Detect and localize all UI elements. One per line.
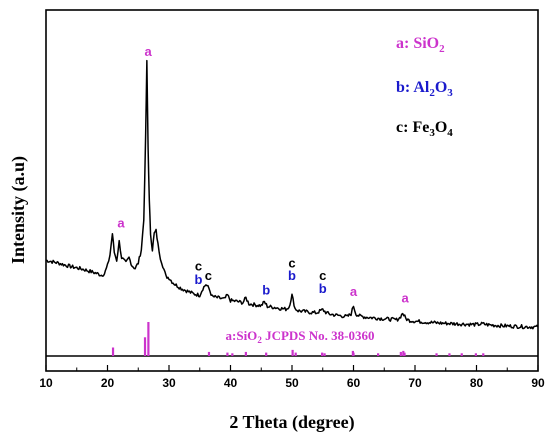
peak-label: c [205, 268, 212, 283]
x-tick-label: 10 [39, 376, 53, 390]
x-tick-label: 30 [162, 376, 176, 390]
x-tick-label: 20 [101, 376, 115, 390]
legend-entry: a: SiO2 [396, 35, 445, 55]
x-tick-label: 80 [470, 376, 484, 390]
peak-label: b [262, 283, 270, 298]
x-tick-label: 50 [285, 376, 299, 390]
x-tick-label: 90 [531, 376, 545, 390]
peak-label: a [117, 216, 125, 231]
peak-label: b [319, 281, 327, 296]
legend-entry: b: Al2O3 [396, 79, 453, 99]
peak-label: c [288, 256, 295, 271]
peak-label: c [319, 268, 326, 283]
peak-label: b [288, 268, 296, 283]
legend: a: SiO2 b: Al2O3 c: Fe3O4 [396, 35, 453, 139]
peak-label: a [350, 284, 358, 299]
peak-label: a [402, 291, 410, 306]
x-ticks: 10 20 30 40 50 60 70 80 90 [39, 365, 545, 390]
x-axis-title: 2 Theta (degree) [229, 412, 354, 433]
plot-border [45, 9, 539, 372]
x-tick-label: 70 [408, 376, 422, 390]
peak-label: a [144, 44, 152, 59]
xrd-series-line [45, 59, 539, 330]
reference-label: a:SiO2 JCPDS No. 38-0360 [226, 328, 375, 345]
y-axis-title: Intensity (a.u) [8, 156, 29, 264]
x-tick-label: 60 [347, 376, 361, 390]
peak-label: c [195, 258, 202, 273]
plot-frame [45, 9, 539, 372]
legend-entry: c: Fe3O4 [396, 119, 453, 139]
peak-label: b [195, 272, 203, 287]
x-tick-label: 40 [224, 376, 238, 390]
reference-pattern: a:SiO2 JCPDS No. 38-0360 [111, 322, 485, 356]
series-group [45, 59, 539, 330]
